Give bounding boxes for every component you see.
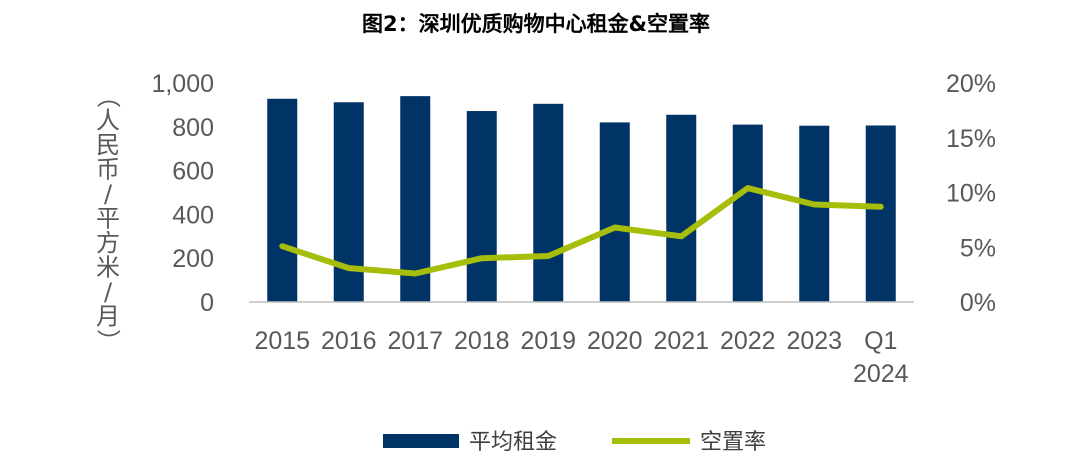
right-tick-label: 15% xyxy=(946,125,996,153)
x-tick-label: 2023 xyxy=(786,327,842,355)
right-axis-ticks: 0% 5% 10% 15% 20% xyxy=(946,70,996,317)
x-axis-ticks: 2015 2016 2017 2018 2019 2020 2021 2022 2023 Q1 20… xyxy=(254,327,908,388)
x-tick-label: 2015 xyxy=(254,327,310,355)
left-tick-label: 400 xyxy=(172,201,214,229)
x-tick-label: 2022 xyxy=(720,327,776,355)
left-axis-title-char: 币 xyxy=(96,156,120,184)
left-axis-title-char: （ xyxy=(94,84,122,108)
right-tick-label: 20% xyxy=(946,70,996,98)
left-axis-title: （人民币/平方米/月） xyxy=(94,84,122,353)
x-tick-label: Q1 2024 xyxy=(853,327,909,388)
x-tick-label: 2016 xyxy=(321,327,377,355)
x-tick-label: 2020 xyxy=(587,327,643,355)
bar-2016 xyxy=(333,102,364,302)
vacancy-rate-line xyxy=(279,185,884,277)
x-tick-label: 2019 xyxy=(520,327,576,355)
right-tick-label: 10% xyxy=(946,180,996,208)
legend: 平均租金 空置率 xyxy=(383,430,766,455)
left-axis-title-char: / xyxy=(104,278,113,306)
bar-series-group xyxy=(267,96,896,303)
left-tick-label: 200 xyxy=(172,245,214,273)
x-tick-label: 2021 xyxy=(653,327,709,355)
legend-swatch-bar xyxy=(383,434,459,448)
bar-q1-2024 xyxy=(865,125,896,303)
bar-2019 xyxy=(533,103,564,303)
bar-2021 xyxy=(666,114,697,302)
left-axis-title-char: 平 xyxy=(96,205,120,233)
legend-label-vacancy: 空置率 xyxy=(700,430,766,455)
left-axis-title-char: 米 xyxy=(96,254,120,282)
left-axis-title-char: 民 xyxy=(96,131,120,159)
left-tick-label: 1,000 xyxy=(151,70,214,98)
left-axis-title-char: 月 xyxy=(96,303,120,331)
right-tick-label: 0% xyxy=(960,289,996,317)
legend-label-rent: 平均租金 xyxy=(469,430,557,455)
left-axis-title-char: 方 xyxy=(96,229,120,257)
left-axis-ticks: 0 200 400 600 800 1,000 xyxy=(151,70,214,317)
left-axis-title-char: / xyxy=(104,180,113,208)
left-axis-title-char: ） xyxy=(94,329,122,353)
right-tick-label: 5% xyxy=(960,234,996,262)
left-axis-title-char: 人 xyxy=(96,107,120,135)
left-tick-label: 800 xyxy=(172,114,214,142)
x-tick-label: 2018 xyxy=(454,327,510,355)
left-tick-label: 600 xyxy=(172,158,214,186)
bar-2023 xyxy=(799,125,830,302)
bar-2015 xyxy=(267,98,298,302)
bar-2017 xyxy=(400,96,431,302)
x-tick-label: 2017 xyxy=(387,327,443,355)
bar-2022 xyxy=(732,124,763,302)
left-tick-label: 0 xyxy=(200,289,214,317)
bar-2020 xyxy=(599,122,630,302)
bar-2018 xyxy=(466,111,497,302)
chart-title: 图2：深圳优质购物中心租金&空置率 xyxy=(362,12,710,36)
